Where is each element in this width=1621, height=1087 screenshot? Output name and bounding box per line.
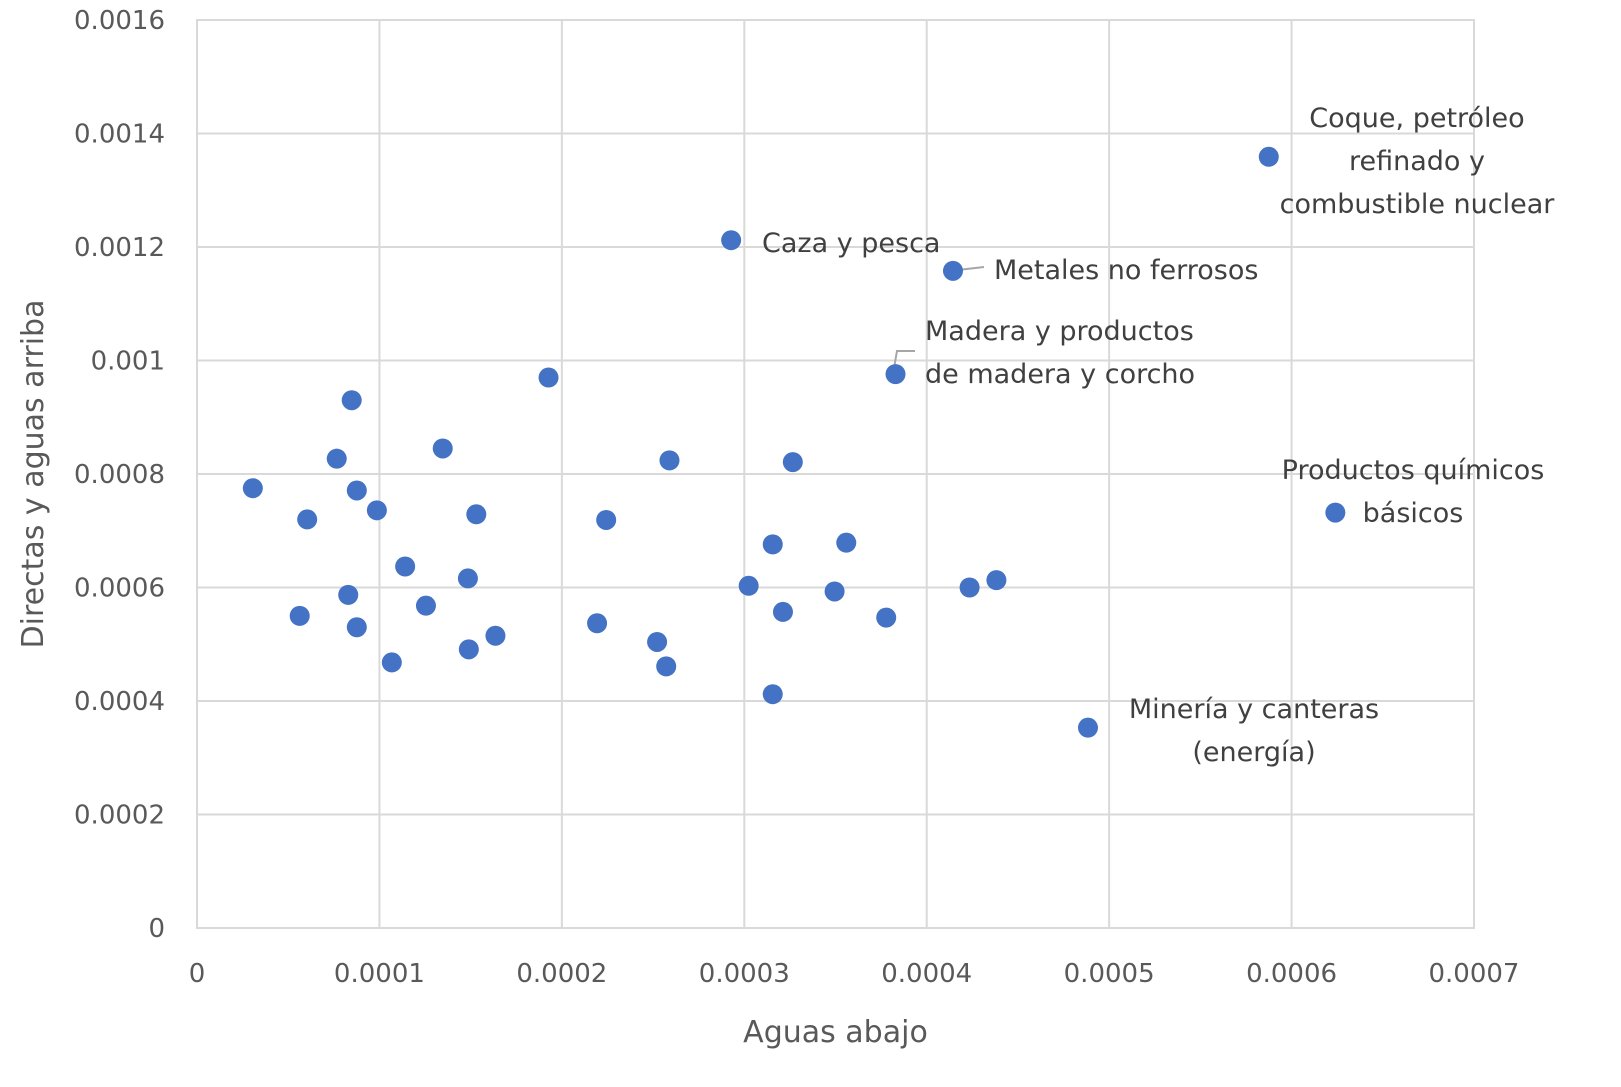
data-point xyxy=(762,684,783,705)
data-point xyxy=(1258,146,1279,167)
data-point xyxy=(366,500,387,521)
annotation-line: de madera y corcho xyxy=(925,359,1195,390)
data-point xyxy=(485,625,506,646)
data-point xyxy=(721,230,742,251)
annotation-line: básicos xyxy=(1363,498,1464,529)
data-point xyxy=(876,607,897,628)
data-point xyxy=(458,639,479,660)
y-tick-label: 0.0014 xyxy=(74,120,165,150)
annotation-label: Caza y pesca xyxy=(762,228,940,259)
y-tick-label: 0.0002 xyxy=(74,801,165,831)
data-point xyxy=(395,556,416,577)
x-tick-label: 0.0005 xyxy=(1064,959,1155,989)
data-point xyxy=(772,601,793,622)
y-tick-label: 0.0012 xyxy=(74,233,165,263)
data-point xyxy=(381,652,402,673)
data-point xyxy=(596,509,617,530)
x-tick-label: 0 xyxy=(189,959,206,989)
data-point xyxy=(432,438,453,459)
data-point xyxy=(538,367,559,388)
y-tick-label: 0.0008 xyxy=(74,460,165,490)
annotation-line: Productos químicos xyxy=(1282,455,1545,486)
annotation-line: Minería y canteras xyxy=(1129,694,1379,725)
annotation-label: Coque, petróleo refinado y combustible nuc… xyxy=(1280,103,1556,220)
data-point xyxy=(738,575,759,596)
y-tick-label: 0.0004 xyxy=(74,687,165,717)
data-point xyxy=(466,504,487,525)
annotation-label: Minería y canteras (energía) xyxy=(1129,694,1379,768)
data-point xyxy=(341,390,362,411)
data-point xyxy=(959,577,980,598)
annotation-line: Caza y pesca xyxy=(762,228,940,259)
data-point xyxy=(297,509,318,530)
annotation-line: Coque, petróleo xyxy=(1309,103,1524,134)
data-point xyxy=(1325,502,1346,523)
y-axis-title: Directas y aguas arriba xyxy=(16,300,51,649)
x-tick-label: 0.0006 xyxy=(1246,959,1337,989)
x-tick-label: 0.0002 xyxy=(516,959,607,989)
data-point xyxy=(587,613,608,634)
y-axis-tick-labels: 0 0.0002 0.0004 0.0006 0.0008 0.001 0.0012 0.00… xyxy=(74,6,165,944)
y-tick-label: 0.001 xyxy=(91,347,165,377)
plot-area-frame xyxy=(196,19,1475,929)
data-point xyxy=(885,364,906,385)
y-tick-label: 0 xyxy=(148,914,165,944)
x-tick-label: 0.0004 xyxy=(881,959,972,989)
annotation-label: Metales no ferrosos xyxy=(994,255,1258,286)
annotation-line: (energía) xyxy=(1192,737,1315,768)
annotation-label: Productos químicos básicos xyxy=(1282,455,1545,529)
data-point xyxy=(942,260,963,281)
data-point xyxy=(346,480,367,501)
data-point xyxy=(242,478,263,499)
leader-line xyxy=(893,350,915,369)
annotation-line: Madera y productos xyxy=(925,316,1194,347)
data-point xyxy=(289,605,310,626)
y-tick-label: 0.0006 xyxy=(74,574,165,604)
data-point xyxy=(824,581,845,602)
data-point xyxy=(415,595,436,616)
data-point xyxy=(656,656,677,677)
x-tick-label: 0.0007 xyxy=(1429,959,1520,989)
annotation-line: combustible nuclear xyxy=(1280,189,1556,220)
annotation-label: Madera y productos de madera y corcho xyxy=(925,316,1195,390)
data-point xyxy=(659,450,680,471)
data-point xyxy=(986,570,1007,591)
x-axis-tick-labels: 0 0.0001 0.0002 0.0003 0.0004 0.0005 0.0006 0.0… xyxy=(189,959,1520,989)
data-point xyxy=(762,534,783,555)
data-points xyxy=(242,146,1346,738)
data-point xyxy=(346,617,367,638)
y-tick-label: 0.0016 xyxy=(74,6,165,36)
data-annotations: Caza y pesca Metales no ferrosos Madera y … xyxy=(762,103,1555,768)
data-point xyxy=(1077,717,1098,738)
data-point xyxy=(338,584,359,605)
data-point xyxy=(457,568,478,589)
data-point xyxy=(836,532,857,553)
data-point xyxy=(326,448,347,469)
x-tick-label: 0.0001 xyxy=(334,959,425,989)
x-axis-title: Aguas abajo xyxy=(743,1015,928,1050)
annotation-line: Metales no ferrosos xyxy=(994,255,1258,286)
data-point xyxy=(782,452,803,473)
data-point xyxy=(647,631,668,652)
x-tick-label: 0.0003 xyxy=(699,959,790,989)
annotation-line: refinado y xyxy=(1349,146,1485,177)
